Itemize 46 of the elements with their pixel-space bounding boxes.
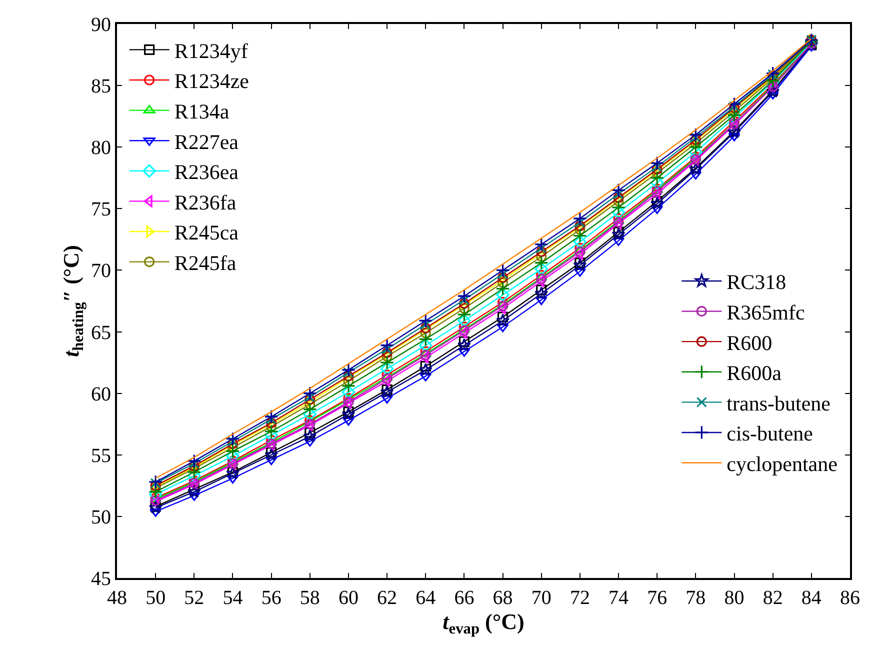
x-tick-label: 80 xyxy=(724,587,744,609)
x-tick-label: 86 xyxy=(840,587,860,609)
x-tick-label: 72 xyxy=(570,587,590,609)
legend-label: R227ea xyxy=(174,130,240,154)
y-tick-label: 75 xyxy=(91,198,111,221)
x-tick-label: 56 xyxy=(261,587,282,609)
legend-label: R600a xyxy=(726,361,782,386)
x-tick-label: 82 xyxy=(762,587,783,609)
x-tick-label: 58 xyxy=(300,587,320,609)
legend-label: R1234yf xyxy=(174,38,248,63)
legend-label: RC318 xyxy=(726,270,786,294)
y-tick-label: 60 xyxy=(91,383,111,406)
y-tick-label: 70 xyxy=(91,260,111,282)
legend-label: R600 xyxy=(726,330,772,355)
y-tick-label: 55 xyxy=(91,444,111,467)
x-tick-label: 84 xyxy=(801,587,822,609)
x-tick-label: 68 xyxy=(492,587,513,609)
x-tick-label: 48 xyxy=(107,587,127,609)
legend-label: R134a xyxy=(174,99,230,124)
x-tick-label: 66 xyxy=(454,587,474,609)
x-tick-label: 60 xyxy=(338,587,358,609)
x-tick-label: 62 xyxy=(377,587,398,609)
legend-label: cis-butene xyxy=(726,422,813,446)
legend-label: R365mfc xyxy=(726,300,805,324)
y-tick-label: 50 xyxy=(91,506,111,528)
legend-label: R236ea xyxy=(174,160,240,184)
legend-label: cyclopentane xyxy=(726,452,838,476)
legend-label: R236fa xyxy=(174,190,237,214)
legend-label: R1234ze xyxy=(174,69,249,94)
x-tick-label: 54 xyxy=(222,587,243,609)
x-tick-label: 64 xyxy=(416,587,436,609)
legend-label: R245fa xyxy=(174,250,237,275)
x-tick-label: 74 xyxy=(608,587,629,609)
x-tick-label: 50 xyxy=(146,587,166,609)
x-axis-title: t$_{evap}$ (°C) xyxy=(442,609,524,638)
x-tick-label: 52 xyxy=(184,587,204,609)
x-tick-label: 70 xyxy=(531,587,552,609)
y-tick-label: 45 xyxy=(91,568,111,590)
x-tick-label: 76 xyxy=(647,587,668,609)
y-tick-label: 65 xyxy=(91,322,111,344)
legend-label: trans-butene xyxy=(726,391,830,416)
y-tick-label: 90 xyxy=(91,14,111,36)
legend-label: R245ca xyxy=(174,220,240,245)
y-tick-label: 85 xyxy=(91,76,111,98)
y-tick-label: 80 xyxy=(91,137,111,160)
x-tick-label: 78 xyxy=(686,587,706,609)
